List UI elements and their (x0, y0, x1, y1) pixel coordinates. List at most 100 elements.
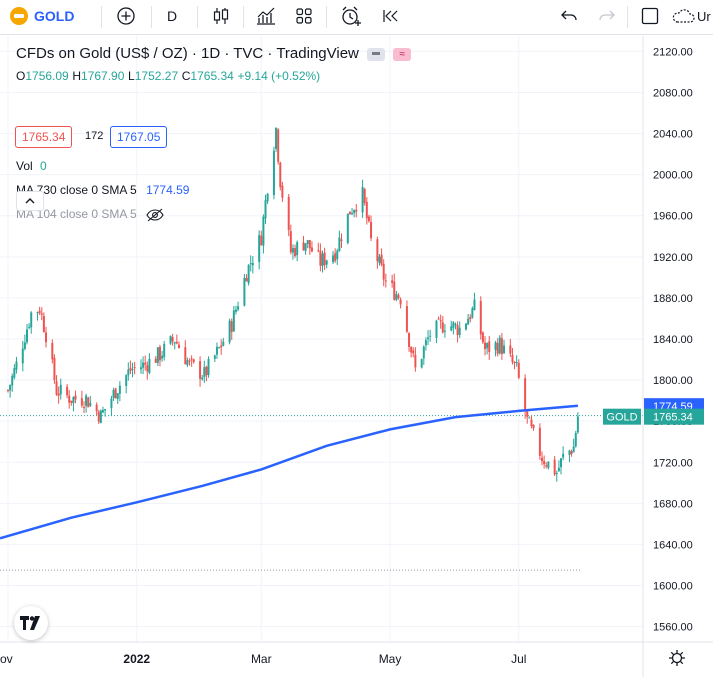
candle-body (348, 211, 351, 215)
buy-price-button[interactable]: 1767.05 (110, 126, 168, 148)
chevron-up-icon (25, 198, 35, 204)
x-tick-label: Jul (511, 652, 526, 666)
candle-body (125, 375, 128, 386)
y-tick-label: 1840.00 (653, 334, 693, 346)
candle-body (95, 404, 98, 412)
candles-icon (213, 8, 229, 24)
redo-icon (599, 10, 615, 21)
candle-body (80, 398, 83, 406)
eye-crossed-icon[interactable] (146, 208, 164, 222)
candle-body (68, 395, 71, 403)
candle-body (243, 277, 246, 306)
candle-body (334, 253, 337, 261)
price-scale[interactable]: 2120.00 2080.00 2040.00 2000.00 1960.00 1920.… (653, 46, 693, 633)
time-scale[interactable]: ov 2022 Mar May Jul (0, 652, 526, 666)
candle-body (57, 393, 60, 396)
hide-indicator-icon[interactable] (367, 47, 386, 61)
chart-area[interactable]: 2120.00 2080.00 2040.00 2000.00 1960.00 1920.… (0, 36, 713, 677)
legend-collapse-button[interactable] (16, 191, 44, 211)
sell-price-button[interactable]: 1765.34 (15, 126, 73, 148)
high-label: H (72, 69, 82, 83)
layouts-button[interactable] (292, 4, 316, 28)
candle-body (173, 342, 176, 344)
alarm-clock-icon (342, 6, 361, 26)
compare-symbol-button[interactable] (114, 4, 138, 28)
candle-body (55, 381, 58, 395)
ma-730-value: 1774.59 (146, 183, 190, 197)
ohlc-row: O1756.09 H1767.90 L1752.27 C1765.34 +9.1… (16, 68, 320, 83)
y-tick-label: 1920.00 (653, 252, 693, 264)
candle-body (488, 341, 491, 352)
candle-body (562, 453, 565, 458)
publish-button[interactable]: Ur (671, 4, 713, 28)
candle-body (154, 358, 157, 363)
alert-button[interactable] (338, 4, 364, 28)
y-tick-label: 1680.00 (653, 498, 693, 510)
candle-body (382, 263, 385, 280)
chart-type-button[interactable] (209, 4, 233, 28)
candle-body (321, 253, 324, 266)
ma-730-label: MA 730 close 0 SMA 5 (16, 183, 137, 197)
candle-body (72, 396, 75, 404)
candle-body (547, 461, 550, 468)
price-chart[interactable]: 2120.00 2080.00 2040.00 2000.00 1960.00 1920.… (0, 36, 713, 677)
candle-body (543, 461, 546, 465)
settings-gear-icon[interactable] (669, 650, 685, 666)
toolbar-divider (101, 6, 102, 28)
candle-body (541, 457, 544, 462)
interval-button[interactable]: D (160, 4, 184, 28)
volume-legend[interactable]: Vol 0 (16, 159, 47, 173)
candle-body (42, 315, 45, 333)
candle-body (429, 335, 432, 337)
candle-body (517, 362, 520, 378)
candle-body (158, 346, 161, 361)
candle-body (36, 312, 39, 314)
candle-body (427, 337, 430, 340)
candle-body (234, 309, 237, 312)
legend-title: CFDs on Gold (US$ / OZ) · 1D · TVC · Tra… (16, 45, 359, 62)
candle-body (380, 254, 383, 265)
y-tick-label: 1560.00 (653, 622, 693, 634)
candle-body (222, 341, 225, 346)
symbol-tag-bg (603, 408, 641, 425)
symbol-tag-label: GOLD (606, 412, 637, 424)
candle-body (340, 239, 343, 241)
candle-body (215, 346, 218, 355)
candle-body (169, 336, 172, 344)
ma-104-legend[interactable]: MA 104 close 0 SMA 5 (16, 207, 164, 222)
undo-button[interactable] (557, 4, 581, 28)
candle-body (355, 209, 358, 212)
tradingview-logo[interactable] (14, 606, 48, 640)
candle-body (509, 345, 512, 354)
candle-body (530, 419, 533, 427)
candle-body (287, 196, 290, 231)
candle-body (515, 361, 518, 364)
candle-body (391, 280, 394, 283)
candle-body (260, 235, 263, 246)
candle-body (332, 255, 335, 263)
open-value: 1756.09 (25, 69, 69, 83)
candle-body (237, 306, 240, 310)
symbol-search-button[interactable]: GOLD (10, 4, 80, 28)
candle-body (572, 446, 575, 453)
candle-body (87, 397, 90, 408)
candle-body (266, 193, 269, 202)
candle-body (213, 355, 216, 359)
indicators-button[interactable] (254, 4, 278, 28)
candle-body (186, 360, 189, 366)
candle-body (51, 342, 54, 360)
x-tick-label: Mar (251, 652, 272, 666)
candle-body (424, 340, 427, 346)
candle-body (524, 378, 527, 412)
high-value: 1767.90 (81, 69, 125, 83)
candle-body (11, 375, 14, 386)
replay-button[interactable] (378, 4, 402, 28)
candle-body (131, 369, 134, 371)
ma-730-legend[interactable]: MA 730 close 0 SMA 5 1774.59 (16, 183, 189, 197)
fullscreen-button[interactable] (638, 4, 662, 28)
y-tick-label: 2040.00 (653, 129, 693, 141)
candle-body (553, 459, 556, 475)
redo-button[interactable] (595, 4, 619, 28)
market-wave-icon[interactable]: ≈ (393, 47, 412, 61)
candles (7, 127, 579, 482)
